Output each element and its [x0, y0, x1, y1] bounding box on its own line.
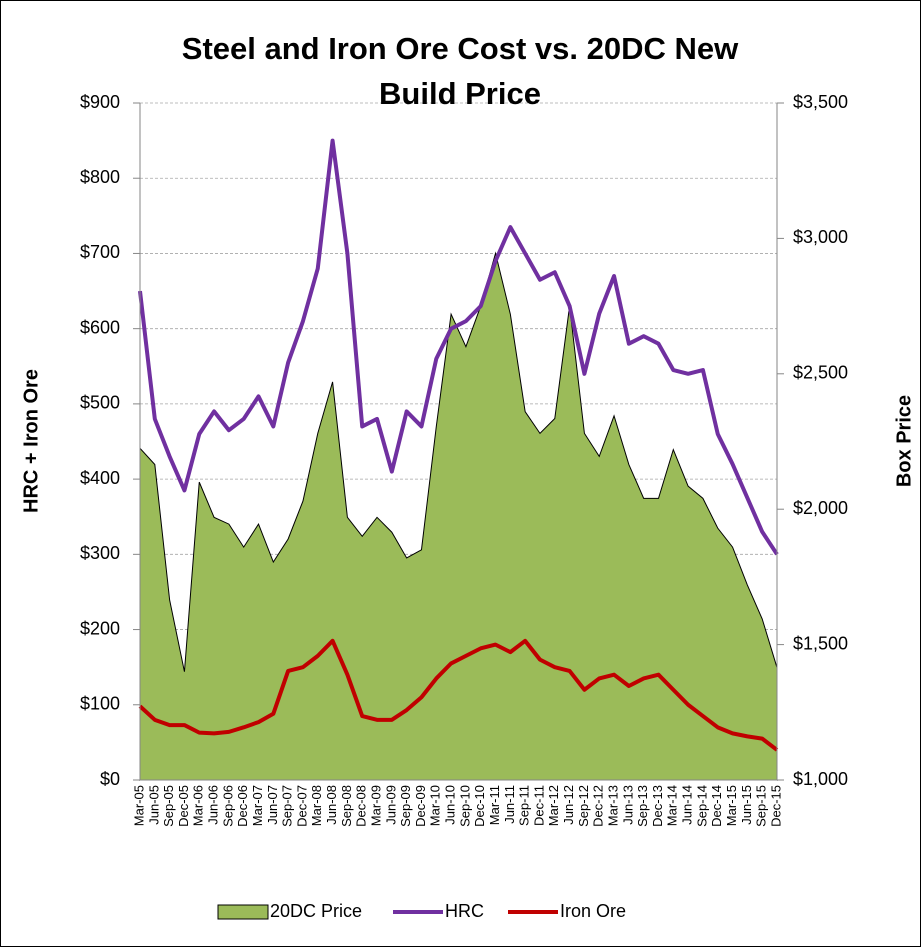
x-tick-label: Sep-07 [280, 785, 295, 827]
x-tick-label: Jun-08 [324, 785, 339, 825]
line [138, 138, 779, 556]
x-tick-label: Jun-09 [383, 785, 398, 825]
x-tick-label: Mar-11 [487, 785, 502, 825]
y2-tick-label: $2,500 [793, 363, 848, 383]
x-tick-label: Dec-10 [472, 785, 487, 827]
y-tick-label: $200 [80, 618, 120, 638]
x-tick-label: Jun-13 [620, 785, 635, 825]
x-tick-label: Dec-08 [354, 785, 369, 827]
y2-tick-label: $3,000 [793, 227, 848, 247]
x-tick-label: Jun-06 [206, 785, 221, 825]
x-tick-label: Sep-06 [220, 785, 235, 827]
x-tick-label: Sep-09 [398, 785, 413, 827]
y2-tick-label: $3,500 [793, 92, 848, 112]
x-tick-label: Jun-05 [146, 785, 161, 825]
x-tick-label: Dec-15 [768, 785, 783, 827]
x-tick-label: Dec-09 [413, 785, 428, 827]
legend-label: 20DC Price [270, 901, 362, 921]
x-tick-label: Mar-12 [546, 785, 561, 826]
x-tick-label: Dec-14 [709, 785, 724, 827]
y-tick-label: $800 [80, 167, 120, 187]
y-tick-label: $600 [80, 317, 120, 337]
y2-tick-label: $1,000 [793, 769, 848, 789]
x-tick-label: Dec-05 [176, 785, 191, 827]
x-tick-label: Mar-09 [368, 785, 383, 826]
legend: 20DC Price HRC Iron Ore [217, 901, 626, 921]
x-tick-label: Sep-10 [457, 785, 472, 827]
y-tick-label: $100 [80, 694, 120, 714]
legend-label: HRC [445, 901, 484, 921]
x-tick-label: Jun-15 [739, 785, 754, 825]
x-tick-label: Sep-14 [694, 785, 709, 827]
y-axis-title: HRC + Iron Ore [20, 369, 42, 513]
x-tick-label: Mar-05 [131, 785, 146, 826]
y-tick-label: $900 [80, 92, 120, 112]
x-tick-label: Sep-05 [161, 785, 176, 827]
y-tick-label: $0 [100, 769, 120, 789]
y2-tick-label: $1,500 [793, 633, 848, 653]
x-tick-label: Dec-13 [650, 785, 665, 827]
x-tick-label: Sep-11 [517, 785, 532, 826]
y-tick-label: $500 [80, 393, 120, 413]
x-tick-label: Mar-14 [665, 785, 680, 826]
x-tick-label: Jun-10 [443, 785, 458, 825]
y2-axis-title: Box Price [893, 395, 915, 487]
x-tick-label: Mar-07 [250, 785, 265, 826]
x-tick-label: Jun-12 [561, 785, 576, 825]
x-tick-label: Mar-13 [605, 785, 620, 826]
x-tick-label: Sep-13 [635, 785, 650, 827]
x-tick-label: Mar-08 [309, 785, 324, 826]
legend-swatch [217, 904, 269, 920]
x-tick-label: Jun-14 [680, 785, 695, 825]
area [139, 251, 778, 781]
x-tick-label: Sep-08 [339, 785, 354, 827]
legend-label: Iron Ore [560, 901, 626, 921]
x-tick-label: Dec-07 [294, 785, 309, 827]
x-tick-label: Dec-11 [531, 785, 546, 826]
x-tick-label: Jun-11 [502, 785, 517, 824]
line [138, 638, 779, 752]
chart-title: Steel and Iron Ore Cost vs. 20DC New Bui… [181, 31, 739, 111]
x-tick-label: Dec-12 [591, 785, 606, 827]
x-tick-label: Mar-10 [428, 785, 443, 826]
y-tick-label: $700 [80, 242, 120, 262]
x-tick-label: Dec-06 [235, 785, 250, 827]
x-tick-label: Mar-15 [724, 785, 739, 826]
x-tick-label: Sep-12 [576, 785, 591, 827]
y-tick-label: $400 [80, 468, 120, 488]
x-tick-label: Jun-07 [265, 785, 280, 825]
y-tick-label: $300 [80, 543, 120, 563]
x-tick-label: Mar-06 [191, 785, 206, 826]
x-tick-label: Sep-15 [754, 785, 769, 827]
y2-tick-label: $2,000 [793, 498, 848, 518]
